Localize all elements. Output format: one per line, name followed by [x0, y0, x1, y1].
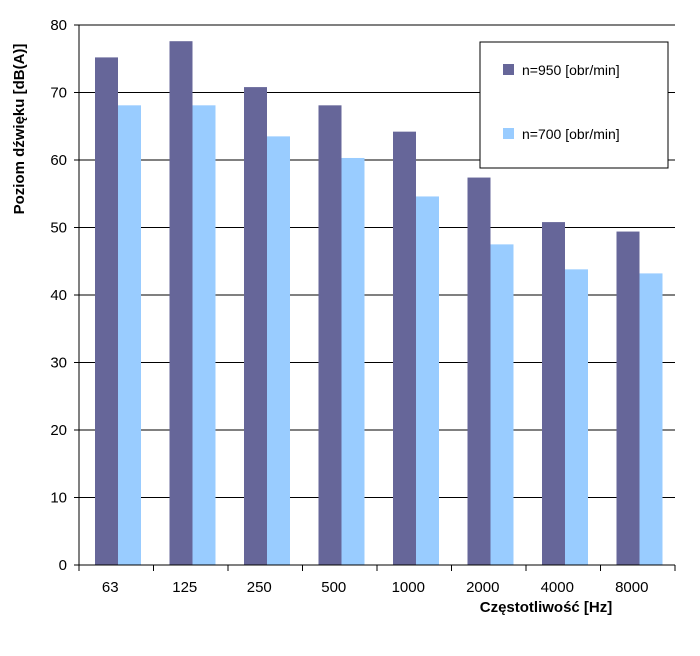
bar — [565, 269, 588, 565]
y-tick-label: 20 — [50, 422, 67, 439]
bar — [267, 136, 290, 565]
bar — [393, 131, 416, 565]
y-tick-label: 40 — [50, 287, 67, 304]
y-axis-title: Poziom dźwięku [dB(A)] — [11, 44, 28, 215]
y-tick-label: 80 — [50, 17, 67, 34]
bar — [341, 157, 365, 565]
legend-box — [479, 41, 669, 169]
y-tick-label: 30 — [50, 355, 67, 372]
y-tick-label: 50 — [50, 220, 67, 237]
bar — [244, 87, 267, 565]
x-axis-title: Częstotliwość [Hz] — [480, 599, 613, 616]
bar — [95, 57, 118, 566]
bar — [490, 244, 514, 565]
x-tick-label: 250 — [247, 579, 272, 596]
bar — [542, 222, 565, 565]
legend-label: n=700 [obr/min] — [522, 126, 620, 142]
legend-label: n=950 [obr/min] — [522, 62, 620, 78]
bar — [639, 273, 663, 565]
y-tick-label: 0 — [59, 557, 67, 574]
x-tick-label: 2000 — [466, 579, 499, 596]
legend-swatch — [503, 64, 514, 75]
legend-swatch — [503, 128, 514, 139]
bar — [318, 105, 342, 565]
x-tick-label: 500 — [321, 579, 346, 596]
y-tick-label: 60 — [50, 152, 67, 169]
x-tick-label: 125 — [172, 579, 197, 596]
bar — [169, 41, 193, 565]
bar — [416, 196, 439, 565]
bar — [118, 105, 141, 565]
bar — [467, 177, 491, 566]
x-tick-label: 8000 — [615, 579, 648, 596]
y-tick-label: 70 — [50, 85, 67, 102]
y-tick-label: 10 — [50, 490, 67, 507]
x-tick-label: 63 — [102, 579, 119, 596]
bar — [616, 231, 640, 566]
bar — [192, 105, 216, 565]
x-tick-label: 4000 — [541, 579, 574, 596]
x-tick-label: 1000 — [392, 579, 425, 596]
